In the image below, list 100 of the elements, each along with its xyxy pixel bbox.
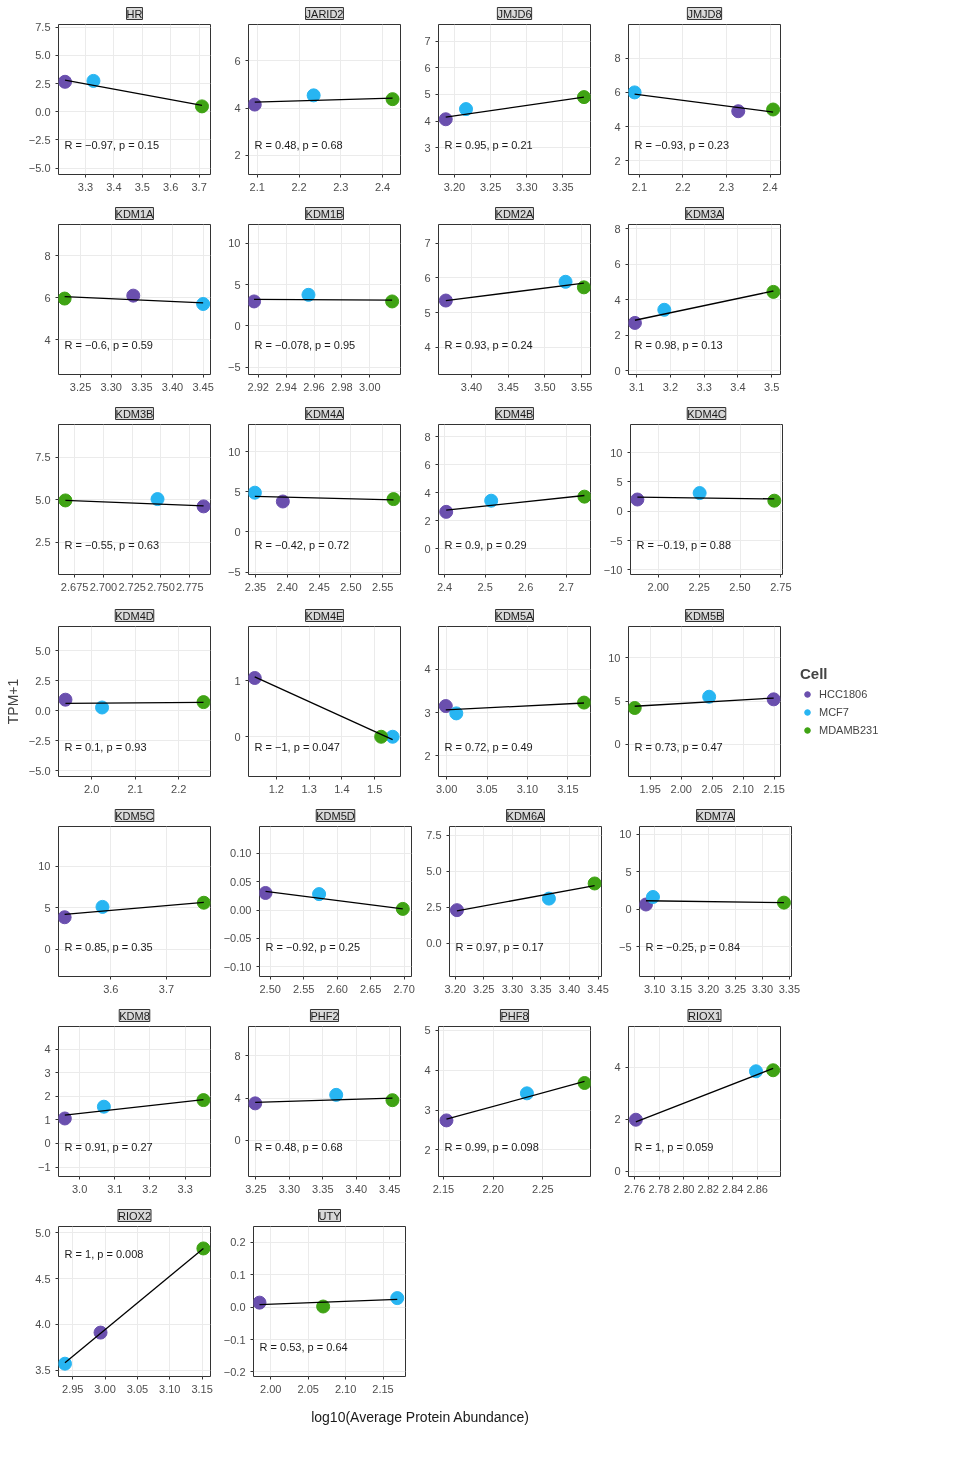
x-tick-label: 3.30 bbox=[100, 380, 122, 393]
chart-title: KDM5C bbox=[115, 809, 154, 822]
point bbox=[196, 1241, 211, 1256]
point bbox=[390, 1291, 405, 1306]
y-tick-label: 0.0 bbox=[426, 937, 442, 950]
x-tick-label: 3.0 bbox=[71, 1182, 88, 1195]
x-tick-label: 2.2 bbox=[291, 180, 307, 193]
x-tick-label: 2.50 bbox=[729, 580, 751, 593]
x-tick-label: 2.94 bbox=[275, 380, 297, 393]
y-tick-label: 5 bbox=[424, 88, 431, 101]
point bbox=[449, 903, 464, 918]
point bbox=[577, 1076, 591, 1090]
x-tick-label: 2.25 bbox=[532, 1182, 554, 1195]
x-tick-label: 2.60 bbox=[326, 982, 348, 995]
y-tick-label: 10 bbox=[228, 445, 241, 458]
chart-title: RIOX2 bbox=[117, 1209, 152, 1222]
x-tick-label: 2.92 bbox=[247, 380, 269, 393]
x-tick-label: 3.35 bbox=[131, 380, 153, 393]
x-tick-label: 3.30 bbox=[516, 180, 538, 193]
y-tick-label: 0 bbox=[614, 1165, 621, 1178]
y-tick-label: 5 bbox=[614, 695, 621, 708]
y-tick-label: −10 bbox=[603, 563, 623, 576]
x-tick-label: 3.30 bbox=[278, 1182, 301, 1195]
x-tick-label: 2.10 bbox=[732, 782, 754, 795]
y-tick-label: 4 bbox=[424, 115, 431, 128]
chart-title: KDM4D bbox=[115, 609, 154, 622]
x-tick-label: 3.1 bbox=[628, 380, 645, 393]
point bbox=[702, 689, 717, 704]
y-tick-label: 7 bbox=[424, 35, 431, 48]
x-tick-label: 2.45 bbox=[308, 580, 330, 593]
y-tick-label: 8 bbox=[424, 430, 431, 443]
x-tick-label: 2.55 bbox=[371, 580, 394, 593]
chart-title: KDM4C bbox=[687, 407, 726, 420]
x-tick-label: 2.4 bbox=[374, 180, 391, 193]
y-tick-label: 4 bbox=[424, 663, 431, 676]
y-tick-label: 7.5 bbox=[35, 21, 51, 34]
y-tick-label: 0.0 bbox=[35, 704, 51, 717]
x-tick-label: 3.7 bbox=[158, 982, 175, 995]
x-tick-label: 3.35 bbox=[530, 982, 552, 995]
x-tick-label: 3.10 bbox=[643, 982, 666, 995]
x-tick-label: 2.65 bbox=[359, 982, 382, 995]
y-tick-label: 5 bbox=[234, 485, 241, 498]
x-tick-label: 3.00 bbox=[435, 782, 458, 795]
x-tick-label: 2.750 bbox=[147, 580, 175, 593]
x-tick-label: 2.25 bbox=[688, 580, 710, 593]
y-tick-label: 2.5 bbox=[35, 77, 51, 90]
annotation: R = −0.25, p = 0.84 bbox=[645, 940, 741, 953]
x-tick-label: 2.3 bbox=[333, 180, 349, 193]
y-tick-label: 4 bbox=[424, 1064, 431, 1077]
x-tick-label: 3.00 bbox=[359, 380, 381, 393]
point bbox=[253, 1295, 267, 1310]
y-tick-label: 0 bbox=[234, 1134, 241, 1147]
x-tick-label: 3.45 bbox=[497, 380, 519, 393]
y-tick-label: −1 bbox=[37, 1161, 51, 1174]
y-tick-label: 5 bbox=[424, 1024, 431, 1037]
y-tick-label: −2.5 bbox=[28, 734, 51, 747]
y-tick-label: 2 bbox=[424, 749, 431, 762]
y-tick-label: 2 bbox=[424, 514, 431, 527]
x-tick-label: 2.55 bbox=[292, 982, 315, 995]
y-tick-label: 0 bbox=[424, 542, 431, 555]
x-tick-label: 3.35 bbox=[778, 982, 801, 995]
x-tick-label: 2.7 bbox=[558, 580, 574, 593]
x-tick-label: 3.05 bbox=[476, 782, 498, 795]
point bbox=[196, 1093, 211, 1108]
x-tick-label: 2.1 bbox=[127, 782, 143, 795]
annotation: R = 0.9, p = 0.29 bbox=[444, 538, 527, 551]
x-tick-label: 2.78 bbox=[648, 1182, 670, 1195]
y-tick-label: 6 bbox=[424, 458, 431, 471]
y-tick-label: 4 bbox=[424, 486, 431, 499]
x-tick-label: 3.15 bbox=[557, 782, 579, 795]
y-tick-label: 10 bbox=[38, 860, 51, 873]
x-tick-label: 3.05 bbox=[126, 1382, 149, 1395]
x-tick-label: 3.2 bbox=[662, 380, 679, 393]
x-tick-label: 2.05 bbox=[297, 1382, 319, 1395]
chart-title: KDM5A bbox=[495, 609, 535, 622]
x-tick-label: 3.35 bbox=[552, 180, 574, 193]
y-tick-label: 3 bbox=[424, 706, 431, 719]
x-tick-label: 2.70 bbox=[393, 982, 415, 995]
x-tick-label: 3.40 bbox=[558, 982, 581, 995]
y-tick-label: 8 bbox=[614, 222, 621, 235]
y-tick-label: 0.05 bbox=[230, 875, 252, 888]
legend-label: MCF7 bbox=[819, 706, 849, 718]
x-tick-label: 2.40 bbox=[276, 580, 299, 593]
y-tick-label: 5 bbox=[424, 306, 431, 319]
annotation: R = 1, p = 0.008 bbox=[64, 1247, 144, 1260]
annotation: R = −0.42, p = 0.72 bbox=[254, 538, 350, 551]
y-tick-label: 2.5 bbox=[35, 674, 51, 687]
x-tick-label: 3.3 bbox=[696, 380, 712, 393]
point bbox=[126, 288, 141, 303]
point bbox=[58, 1356, 72, 1371]
x-tick-label: 3.35 bbox=[312, 1182, 334, 1195]
chart-title: KDM4E bbox=[305, 609, 344, 622]
annotation: R = 0.85, p = 0.35 bbox=[64, 940, 153, 953]
x-tick-label: 2.82 bbox=[697, 1182, 719, 1195]
y-tick-label: 2 bbox=[234, 149, 241, 162]
point bbox=[587, 876, 602, 891]
chart-title: KDM3A bbox=[685, 207, 725, 220]
x-tick-label: 3.45 bbox=[587, 982, 609, 995]
legend-title: Cell bbox=[800, 665, 829, 682]
y-tick-label: 7.5 bbox=[426, 829, 442, 842]
